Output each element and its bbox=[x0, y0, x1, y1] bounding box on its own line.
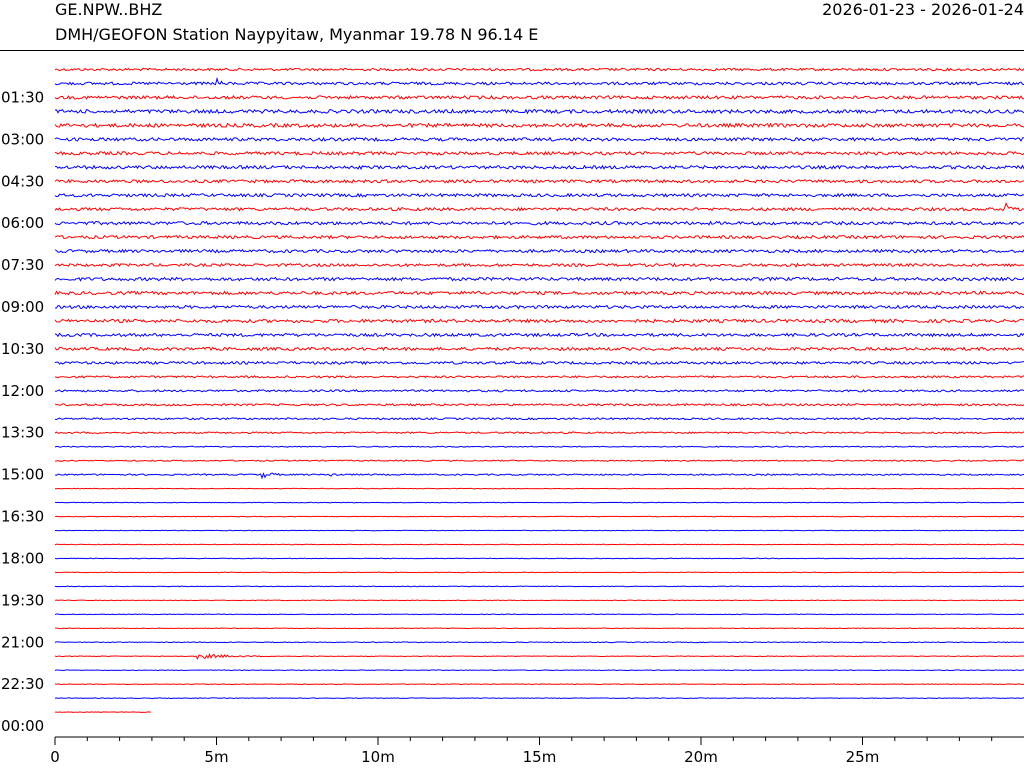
trace-32 bbox=[54, 515, 1024, 518]
trace-14 bbox=[54, 262, 1024, 268]
time-label: 19:30 bbox=[1, 591, 44, 609]
time-label: 10:30 bbox=[1, 340, 44, 358]
trace-15 bbox=[54, 276, 1024, 282]
trace-41 bbox=[54, 641, 1024, 644]
time-label: 13:30 bbox=[1, 424, 44, 442]
time-label: 07:30 bbox=[1, 256, 44, 274]
x-tick-label: 0 bbox=[50, 748, 60, 766]
time-label: 06:00 bbox=[1, 214, 44, 232]
trace-22 bbox=[54, 375, 1024, 379]
trace-6 bbox=[54, 150, 1024, 156]
trace-42 bbox=[54, 653, 1024, 660]
x-tick-label: 25m bbox=[846, 748, 880, 766]
x-tick-label: 15m bbox=[523, 748, 557, 766]
time-label: 12:00 bbox=[1, 382, 44, 400]
trace-36 bbox=[54, 571, 1024, 574]
time-label: 09:00 bbox=[1, 298, 44, 316]
station-code: GE.NPW..BHZ bbox=[55, 0, 163, 19]
header-divider bbox=[0, 50, 1024, 51]
trace-21 bbox=[54, 360, 1024, 366]
time-label: 00:00 bbox=[1, 717, 44, 735]
time-label: 15:00 bbox=[1, 466, 44, 484]
time-label: 01:30 bbox=[1, 88, 44, 106]
trace-35 bbox=[54, 557, 1024, 560]
trace-26 bbox=[54, 431, 1024, 435]
trace-45 bbox=[54, 697, 1024, 699]
time-label: 16:30 bbox=[1, 508, 44, 526]
trace-10 bbox=[54, 202, 1024, 212]
trace-1 bbox=[54, 76, 1024, 86]
trace-3 bbox=[54, 108, 1024, 115]
trace-18 bbox=[54, 318, 1024, 324]
trace-28 bbox=[54, 459, 1024, 462]
trace-4 bbox=[54, 122, 1024, 129]
time-label: 21:00 bbox=[1, 633, 44, 651]
trace-46 bbox=[54, 711, 152, 713]
trace-5 bbox=[54, 136, 1024, 142]
trace-7 bbox=[54, 164, 1024, 170]
x-tick-label: 20m bbox=[684, 748, 718, 766]
trace-23 bbox=[54, 389, 1024, 393]
trace-24 bbox=[54, 403, 1024, 407]
trace-40 bbox=[54, 627, 1024, 630]
time-label: 04:30 bbox=[1, 172, 44, 190]
trace-39 bbox=[54, 613, 1024, 616]
time-labels: 01:30 03:00 04:30 06:00 07:30 09:00 10:30 12:00… bbox=[1, 88, 44, 735]
trace-25 bbox=[54, 417, 1024, 421]
x-tick-label: 10m bbox=[361, 748, 395, 766]
trace-34 bbox=[54, 543, 1024, 546]
trace-13 bbox=[54, 248, 1024, 254]
trace-37 bbox=[54, 585, 1024, 588]
trace-33 bbox=[54, 529, 1024, 532]
x-axis: 0 5m 10m 15m 20m 25m bbox=[50, 736, 1024, 766]
trace-8 bbox=[54, 178, 1024, 184]
station-description: DMH/GEOFON Station Naypyitaw, Myanmar 19… bbox=[55, 25, 539, 44]
trace-17 bbox=[54, 304, 1024, 310]
trace-20 bbox=[54, 346, 1024, 352]
trace-19 bbox=[54, 332, 1024, 338]
trace-9 bbox=[54, 192, 1024, 198]
time-label: 18:00 bbox=[1, 549, 44, 567]
time-label: 22:30 bbox=[1, 675, 44, 693]
trace-27 bbox=[54, 445, 1024, 448]
trace-16 bbox=[54, 290, 1024, 296]
trace-29 bbox=[54, 472, 1024, 480]
trace-12 bbox=[54, 234, 1024, 240]
trace-0 bbox=[54, 67, 1024, 72]
trace-43 bbox=[54, 669, 1024, 672]
date-range: 2026-01-23 - 2026-01-24 bbox=[822, 0, 1024, 19]
trace-11 bbox=[54, 220, 1024, 226]
trace-31 bbox=[54, 501, 1024, 504]
trace-2 bbox=[54, 94, 1024, 101]
x-tick-label: 5m bbox=[204, 748, 228, 766]
trace-30 bbox=[54, 487, 1024, 490]
trace-44 bbox=[54, 683, 1024, 686]
traces bbox=[54, 67, 1024, 713]
trace-38 bbox=[54, 599, 1024, 602]
time-label: 03:00 bbox=[1, 130, 44, 148]
